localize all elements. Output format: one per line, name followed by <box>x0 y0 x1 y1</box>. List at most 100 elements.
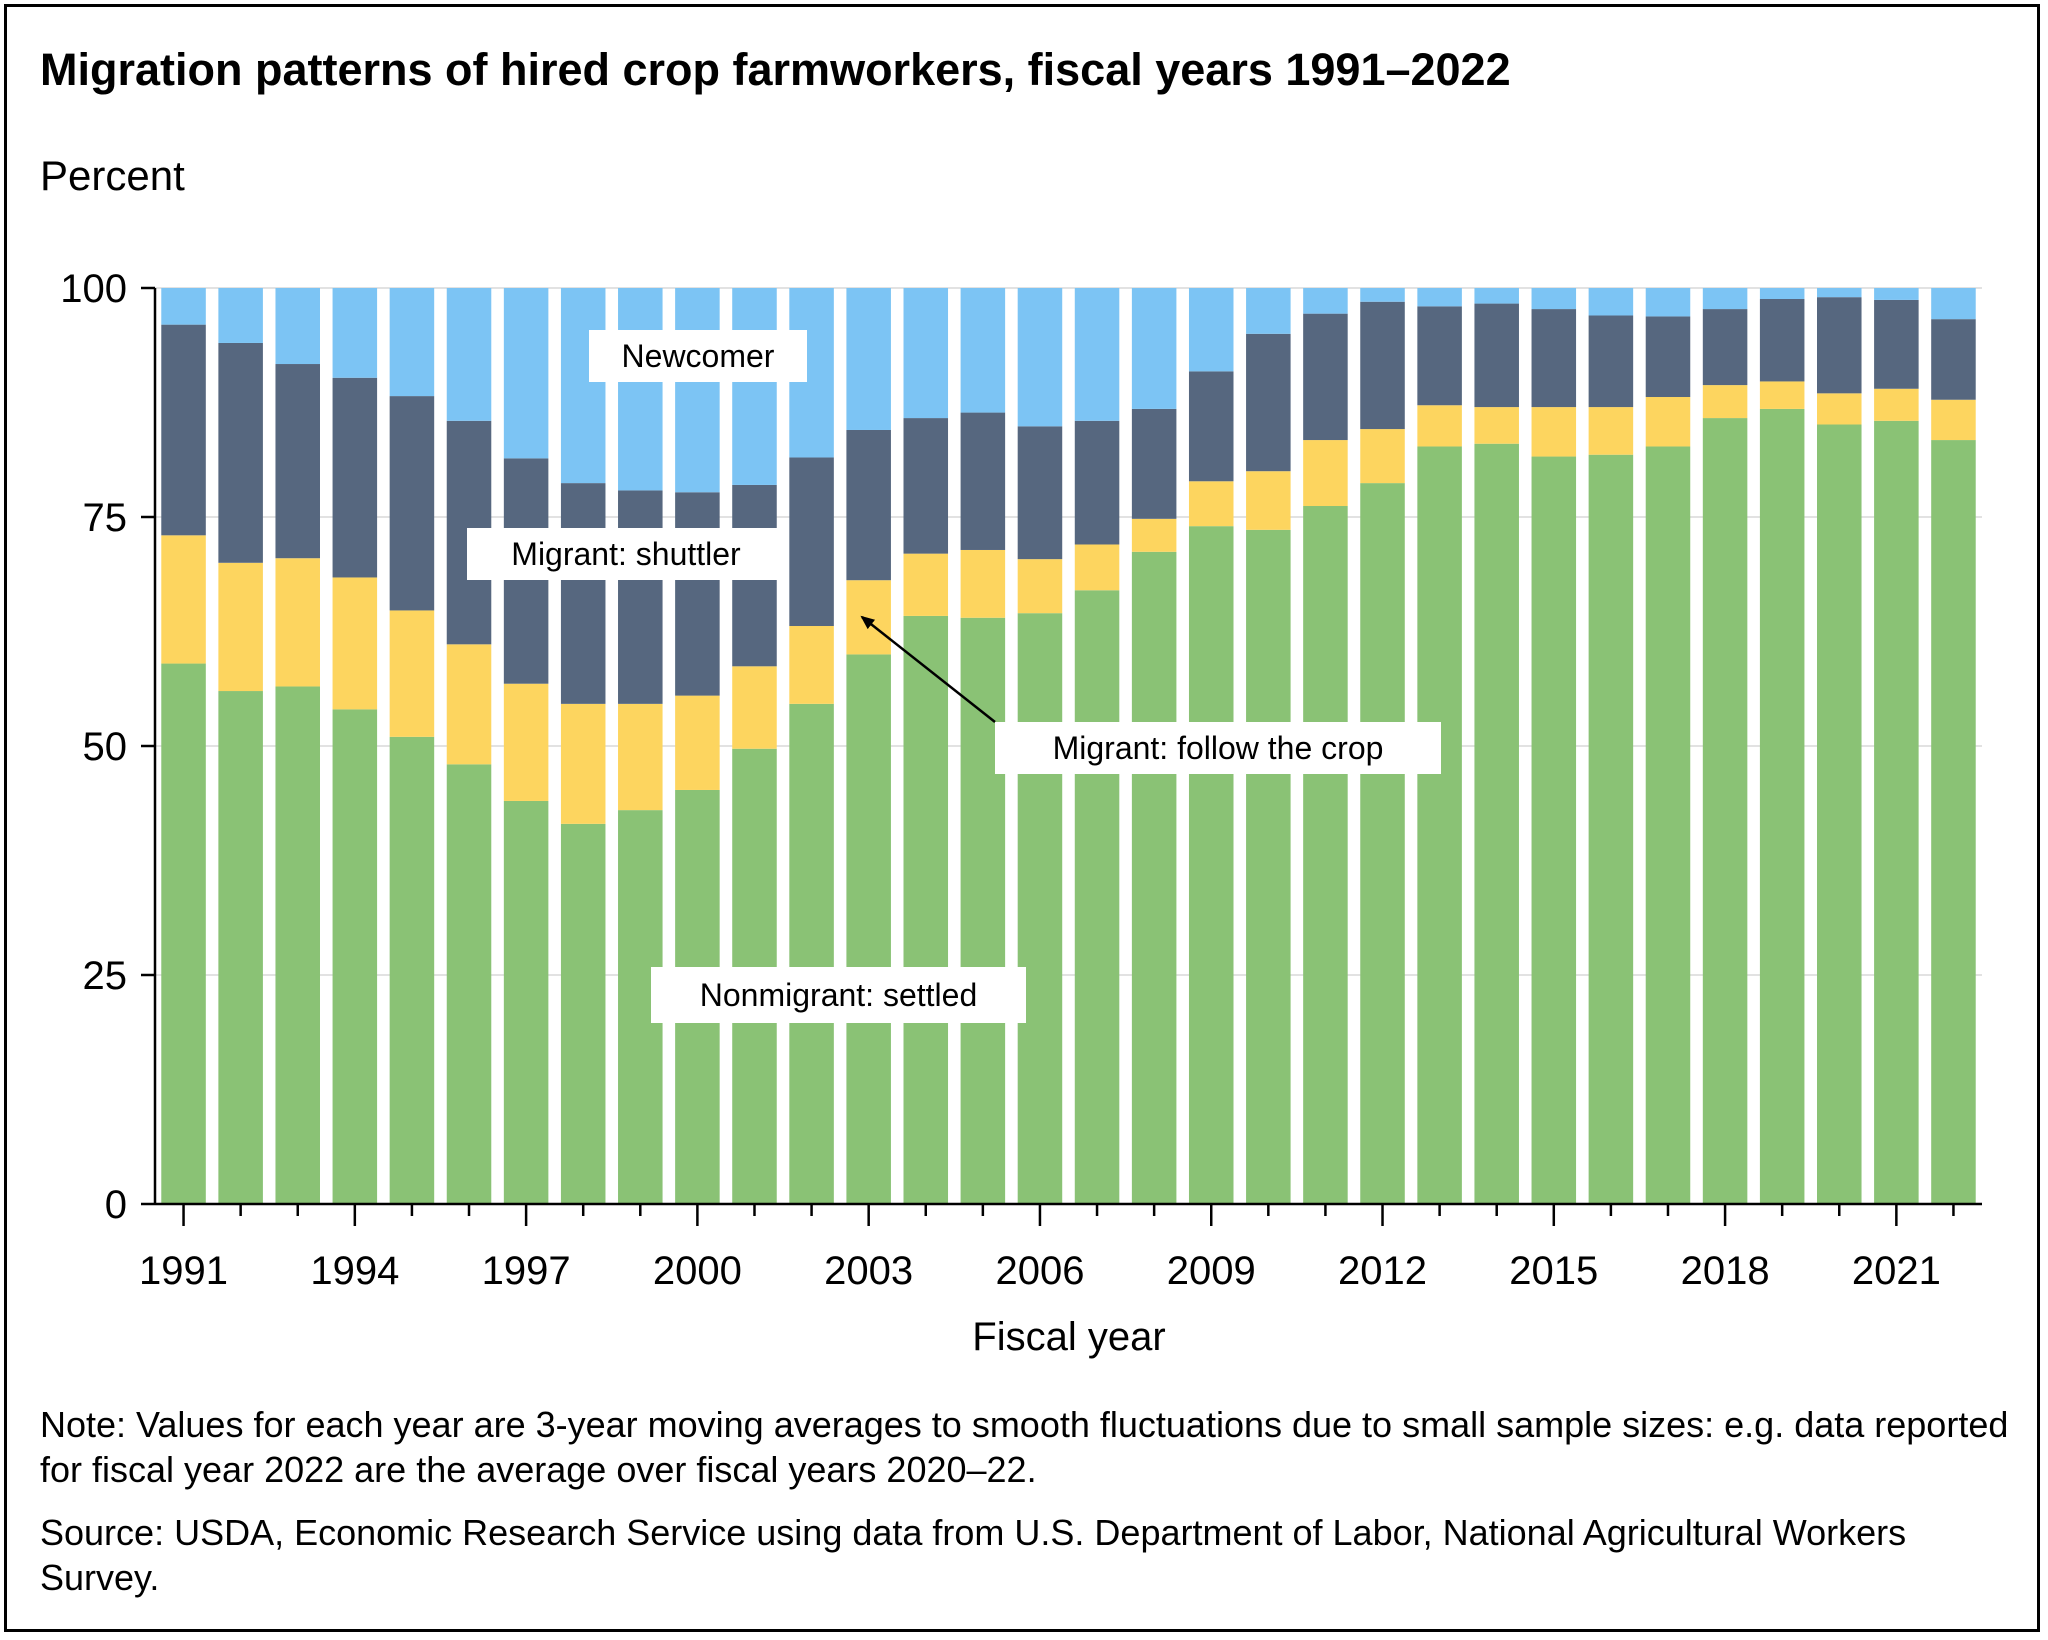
bar-migrant-shuttler-2004 <box>903 418 949 554</box>
bar-migrant-follow-the-crop-2012 <box>1360 429 1405 484</box>
bar-migrant-shuttler-1995 <box>389 396 435 611</box>
chart-source: Source: USDA, Economic Research Service … <box>40 1512 1907 1598</box>
bar-nonmigrant-settled-2007 <box>1074 590 1120 1204</box>
bar-migrant-shuttler-2011 <box>1303 313 1348 441</box>
bar-migrant-follow-the-crop-1992 <box>218 562 263 692</box>
stacked-bar-chart: 0 25 50 75 100 1991 1994 1997 2000 2003 2006 2009 20… <box>60 267 1982 1359</box>
bar-newcomer-2000 <box>675 288 720 493</box>
bar-migrant-follow-the-crop-1995 <box>389 610 435 737</box>
bar-nonmigrant-settled-2021 <box>1874 420 1919 1204</box>
bar-migrant-shuttler-1993 <box>275 364 321 559</box>
bar-migrant-follow-the-crop-1991 <box>161 535 206 664</box>
bar-newcomer-2022 <box>1931 288 1976 320</box>
x-tick-label-2021: 2021 <box>1852 1249 1941 1293</box>
bar-newcomer-2020 <box>1816 288 1862 298</box>
bar-nonmigrant-settled-2009 <box>1188 526 1234 1204</box>
y-tick-label-0: 0 <box>105 1183 127 1227</box>
bar-newcomer-2003 <box>846 288 891 430</box>
bar-newcomer-1992 <box>218 288 263 343</box>
x-tick-label-2006: 2006 <box>995 1249 1084 1293</box>
bar-newcomer-2012 <box>1360 288 1405 302</box>
bar-newcomer-2009 <box>1188 288 1234 372</box>
bar-nonmigrant-settled-1993 <box>275 686 321 1204</box>
bar-newcomer-1994 <box>332 288 378 378</box>
y-tick-label-100: 100 <box>60 267 127 311</box>
bar-migrant-shuttler-2002 <box>789 457 834 627</box>
y-tick-label-50: 50 <box>83 725 128 769</box>
bar-migrant-shuttler-2019 <box>1759 298 1805 382</box>
bar-newcomer-1991 <box>161 288 206 325</box>
annotation-arrow <box>860 615 996 723</box>
bar-migrant-shuttler-2022 <box>1931 319 1976 400</box>
annotation-box-nonmigrant-settled <box>651 967 1026 1023</box>
bar-migrant-follow-the-crop-2003 <box>846 580 891 655</box>
x-tick-label-2000: 2000 <box>653 1249 742 1293</box>
x-axis-label: Fiscal year <box>972 1315 1165 1359</box>
bar-migrant-follow-the-crop-1994 <box>332 577 378 710</box>
bar-migrant-shuttler-2018 <box>1702 309 1748 386</box>
bar-migrant-follow-the-crop-2019 <box>1759 381 1805 409</box>
bar-nonmigrant-settled-2004 <box>903 615 949 1204</box>
x-tick-label-1991: 1991 <box>139 1249 228 1293</box>
bar-newcomer-2007 <box>1074 288 1120 421</box>
bar-newcomer-2001 <box>732 288 777 485</box>
bar-nonmigrant-settled-1994 <box>332 709 378 1204</box>
bar-nonmigrant-settled-2010 <box>1246 529 1291 1204</box>
bar-migrant-follow-the-crop-2016 <box>1588 407 1634 455</box>
bar-migrant-shuttler-2015 <box>1531 309 1577 408</box>
bar-newcomer-2008 <box>1131 288 1177 409</box>
bar-nonmigrant-settled-2006 <box>1017 613 1063 1204</box>
bar-migrant-follow-the-crop-2005 <box>960 549 1006 618</box>
annotation-migrant-follow-the-crop: Migrant: follow the crop <box>1053 730 1384 766</box>
x-tick-label-2015: 2015 <box>1509 1249 1598 1293</box>
bar-migrant-follow-the-crop-2006 <box>1017 559 1063 614</box>
y-tick-label-25: 25 <box>83 954 128 998</box>
bar-migrant-follow-the-crop-2007 <box>1074 544 1120 591</box>
bar-migrant-shuttler-2012 <box>1360 301 1405 430</box>
bar-migrant-shuttler-2005 <box>960 412 1006 550</box>
bar-nonmigrant-settled-1992 <box>218 691 263 1204</box>
bar-nonmigrant-settled-1991 <box>161 663 206 1204</box>
bar-migrant-follow-the-crop-2022 <box>1931 399 1976 441</box>
bar-migrant-shuttler-2021 <box>1874 299 1919 389</box>
bar-migrant-follow-the-crop-2015 <box>1531 407 1577 457</box>
bar-nonmigrant-settled-2003 <box>846 654 891 1204</box>
bar-migrant-follow-the-crop-2011 <box>1303 440 1348 507</box>
bar-newcomer-1999 <box>618 288 663 491</box>
bar-migrant-follow-the-crop-2014 <box>1474 407 1519 444</box>
bar-migrant-shuttler-2003 <box>846 429 891 581</box>
bar-newcomer-2016 <box>1588 288 1634 316</box>
bar-migrant-shuttler-2009 <box>1188 371 1234 482</box>
annotations: Newcomer Migrant: shuttler Migrant: follow… <box>467 330 1441 1023</box>
bar-migrant-shuttler-2007 <box>1074 420 1120 545</box>
bar-newcomer-1993 <box>275 288 321 365</box>
bar-newcomer-1998 <box>560 288 606 484</box>
bar-newcomer-2014 <box>1474 288 1519 304</box>
bar-migrant-shuttler-1999 <box>618 490 663 704</box>
bar-nonmigrant-settled-2002 <box>789 703 834 1204</box>
bar-migrant-follow-the-crop-1999 <box>618 703 663 811</box>
bar-nonmigrant-settled-2005 <box>960 617 1006 1204</box>
y-tick-label-75: 75 <box>83 496 128 540</box>
bar-migrant-shuttler-2013 <box>1417 306 1462 406</box>
bar-migrant-shuttler-2008 <box>1131 408 1177 519</box>
bar-migrant-follow-the-crop-2021 <box>1874 388 1919 421</box>
x-tick-label-2012: 2012 <box>1338 1249 1427 1293</box>
bar-nonmigrant-settled-2008 <box>1131 551 1177 1204</box>
bar-nonmigrant-settled-2016 <box>1588 454 1634 1204</box>
bar-newcomer-2010 <box>1246 288 1291 334</box>
bar-migrant-shuttler-2020 <box>1816 297 1862 394</box>
annotation-box-migrant-shuttler <box>467 528 785 580</box>
bar-nonmigrant-settled-1995 <box>389 736 435 1204</box>
annotation-migrant-shuttler: Migrant: shuttler <box>511 536 741 572</box>
bar-newcomer-2021 <box>1874 288 1919 300</box>
bar-newcomer-2011 <box>1303 288 1348 314</box>
bar-nonmigrant-settled-2020 <box>1816 424 1862 1204</box>
bar-migrant-follow-the-crop-1993 <box>275 558 321 687</box>
bar-migrant-follow-the-crop-2009 <box>1188 481 1234 527</box>
bar-nonmigrant-settled-2017 <box>1645 446 1691 1204</box>
bar-newcomer-1995 <box>389 288 435 397</box>
x-tick-label-2003: 2003 <box>824 1249 913 1293</box>
x-tick-label-2018: 2018 <box>1681 1249 1770 1293</box>
bar-nonmigrant-settled-1997 <box>503 800 549 1204</box>
